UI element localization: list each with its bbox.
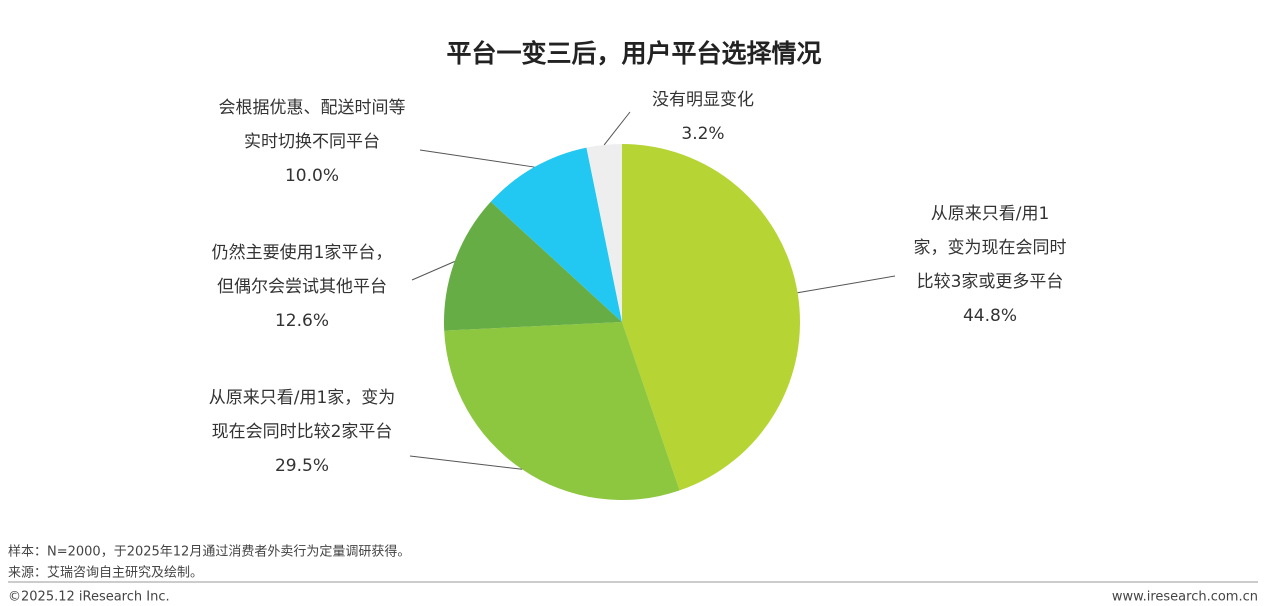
chart-title: 平台一变三后，用户平台选择情况 [446, 39, 821, 68]
source: 来源：艾瑞咨询自主研究及绘制。 [8, 566, 203, 581]
value-label: 3.2% [681, 124, 724, 144]
value-label: 44.8% [963, 306, 1017, 326]
slice-label: 比较3家或更多平台 [917, 272, 1064, 292]
copyright: ©2025.12 iResearch Inc. [8, 590, 170, 605]
slice-label: 仍然主要使用1家平台， [212, 242, 393, 263]
value-label: 29.5% [275, 456, 329, 476]
slice-label: 但偶尔会尝试其他平台 [217, 277, 387, 297]
leader-line [411, 261, 455, 281]
pie-slice [586, 144, 622, 322]
note: 样本：N=2000，于2025年12月通过消费者外卖行为定量调研获得。 [8, 544, 410, 560]
leader-line [603, 111, 631, 146]
pie-slice [444, 322, 680, 500]
website: www.iresearch.com.cn [1112, 590, 1258, 605]
pie-slice [490, 147, 622, 322]
value-label: 10.0% [285, 166, 339, 186]
slice-label: 会根据优惠、配送时间等 [219, 98, 406, 118]
value-label: 12.6% [275, 311, 329, 331]
pie-slice [622, 144, 801, 491]
slice-label: 现在会同时比较2家平台 [212, 422, 393, 442]
slice-label: 没有明显变化 [652, 90, 754, 110]
leader-line [409, 455, 523, 470]
slice-label: 从原来只看/用1 [931, 204, 1050, 224]
pie-slice [444, 201, 622, 331]
slice-label: 实时切换不同平台 [244, 132, 380, 152]
leader-line [419, 149, 535, 168]
leader-line [797, 275, 896, 294]
slice-label: 家，变为现在会同时 [914, 238, 1067, 258]
slice-label: 从原来只看/用1家，变为 [209, 388, 396, 408]
